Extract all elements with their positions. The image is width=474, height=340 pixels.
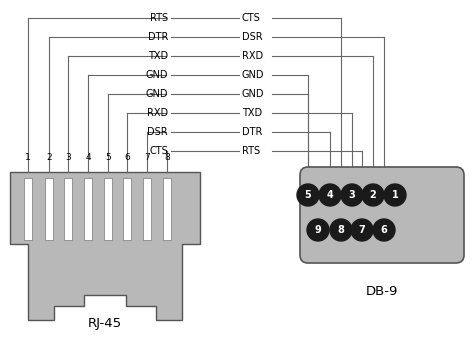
Text: GND: GND [146,70,168,80]
Text: 8: 8 [337,225,345,235]
Text: DTR: DTR [147,32,168,42]
Text: RTS: RTS [150,13,168,23]
Polygon shape [123,178,131,240]
Text: 6: 6 [124,153,130,162]
Text: 3: 3 [348,190,356,200]
Text: RXD: RXD [242,51,263,61]
Text: TXD: TXD [148,51,168,61]
Polygon shape [10,172,200,320]
Text: DSR: DSR [242,32,263,42]
Text: DB-9: DB-9 [366,285,398,298]
Text: 1: 1 [25,153,31,162]
Circle shape [373,219,395,241]
Circle shape [330,219,352,241]
Polygon shape [45,178,53,240]
Text: CTS: CTS [149,146,168,156]
Text: RTS: RTS [242,146,260,156]
Text: CTS: CTS [242,13,261,23]
Text: GND: GND [146,89,168,99]
Circle shape [362,184,384,206]
Text: 7: 7 [144,153,150,162]
Circle shape [297,184,319,206]
Text: RJ-45: RJ-45 [88,317,122,330]
Text: GND: GND [242,89,264,99]
Text: GND: GND [242,70,264,80]
FancyBboxPatch shape [300,167,464,263]
Text: 4: 4 [85,153,91,162]
Polygon shape [104,178,112,240]
Text: 2: 2 [370,190,376,200]
Text: 2: 2 [46,153,52,162]
Text: 9: 9 [315,225,321,235]
Text: TXD: TXD [242,108,262,118]
Circle shape [341,184,363,206]
Text: 5: 5 [305,190,311,200]
Text: 3: 3 [65,153,71,162]
Circle shape [351,219,373,241]
Text: 8: 8 [164,153,170,162]
Text: 7: 7 [359,225,365,235]
Polygon shape [64,178,72,240]
Circle shape [384,184,406,206]
Text: 5: 5 [105,153,111,162]
Polygon shape [84,178,92,240]
Text: DSR: DSR [147,127,168,137]
Text: 4: 4 [327,190,333,200]
Text: 1: 1 [392,190,398,200]
Circle shape [319,184,341,206]
Text: RXD: RXD [147,108,168,118]
Text: DTR: DTR [242,127,263,137]
Polygon shape [143,178,151,240]
Polygon shape [163,178,171,240]
Circle shape [307,219,329,241]
Polygon shape [24,178,32,240]
Text: 6: 6 [381,225,387,235]
